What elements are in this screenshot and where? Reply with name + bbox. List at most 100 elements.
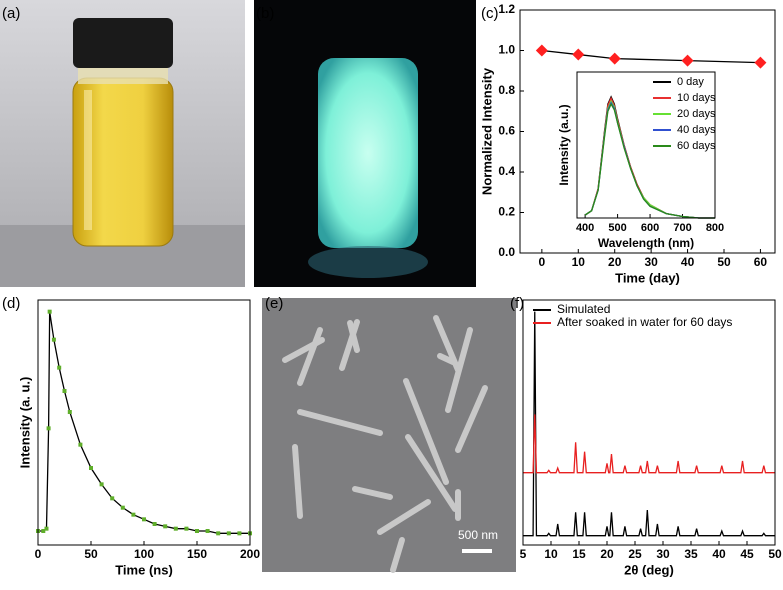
- x-tick-label: 25: [628, 547, 642, 561]
- marker: [120, 505, 125, 510]
- marker: [62, 389, 67, 393]
- panel-label: (e): [265, 295, 283, 312]
- x-tick-label: 500: [608, 222, 626, 234]
- panel-label: (f): [510, 295, 524, 312]
- plot-area: [584, 95, 715, 219]
- marker: [572, 48, 585, 61]
- x-tick-label: 30: [644, 255, 658, 269]
- legend-label: 20 days: [677, 108, 716, 120]
- marker: [535, 44, 548, 57]
- x-axis-label: Time (day): [615, 270, 680, 285]
- x-tick-label: 0: [539, 255, 546, 269]
- plot-area: [523, 311, 775, 537]
- x-tick-label: 20: [608, 255, 622, 269]
- sem-image: [262, 298, 516, 573]
- inset-background: [577, 72, 715, 218]
- photo-vial-uv: [254, 0, 476, 287]
- x-tick-label: 40: [681, 255, 695, 269]
- legend-label: 0 day: [677, 76, 704, 88]
- panel-label: (a): [2, 5, 20, 22]
- y-axis-label: Normalized Intensity: [479, 67, 494, 195]
- marker: [110, 496, 115, 501]
- marker: [163, 524, 168, 529]
- x-tick-label: 200: [240, 547, 260, 561]
- axes-frame: [522, 299, 776, 546]
- x-tick-label: 50: [717, 255, 731, 269]
- scale-bar-label: 500 nm: [458, 528, 498, 542]
- y-axis-label: Intensity (a.u.): [557, 104, 571, 185]
- y-tick-label: 0.8: [498, 83, 515, 97]
- marker: [46, 426, 51, 431]
- x-tick-label: 35: [684, 547, 698, 561]
- x-tick-label: 5: [520, 547, 527, 561]
- x-tick-label: 700: [673, 222, 691, 234]
- marker: [608, 52, 621, 65]
- x-tick-label: 45: [740, 547, 754, 561]
- x-tick-label: 40: [712, 547, 726, 561]
- series-line: [38, 311, 250, 534]
- legend-label: Simulated: [557, 302, 610, 316]
- x-tick-label: 600: [641, 222, 659, 234]
- legend-label: After soaked in water for 60 days: [557, 315, 732, 329]
- marker: [78, 442, 83, 447]
- marker: [51, 337, 56, 342]
- series-line: [584, 102, 715, 219]
- marker: [216, 531, 221, 536]
- marker: [226, 531, 231, 536]
- marker: [681, 54, 694, 67]
- plot-area: [36, 309, 252, 536]
- marker: [44, 526, 49, 531]
- marker: [41, 529, 46, 533]
- x-tick-label: 150: [187, 547, 207, 561]
- marker: [57, 365, 62, 370]
- marker: [142, 517, 146, 522]
- x-axis-label: Time (ns): [115, 562, 173, 577]
- x-tick-label: 0: [35, 547, 42, 561]
- plot-area: [535, 44, 767, 69]
- series-line: [523, 414, 775, 474]
- panel-label: (b): [256, 5, 274, 22]
- y-tick-label: 0.0: [498, 245, 515, 259]
- x-tick-label: 400: [576, 222, 594, 234]
- x-tick-label: 20: [600, 547, 614, 561]
- marker: [131, 512, 136, 517]
- x-tick-label: 10: [572, 255, 586, 269]
- x-axis-label: 2θ (deg): [624, 562, 674, 577]
- x-tick-label: 10: [544, 547, 558, 561]
- x-tick-label: 800: [706, 222, 724, 234]
- axes-frame: [519, 9, 776, 254]
- marker: [67, 410, 72, 414]
- y-axis-label: Intensity (a. u.): [17, 377, 32, 469]
- y-tick-label: 0.6: [498, 124, 515, 138]
- y-tick-label: 1.2: [498, 2, 515, 16]
- x-tick-label: 100: [134, 547, 154, 561]
- series-line: [523, 311, 775, 537]
- marker: [195, 529, 199, 533]
- marker: [754, 56, 767, 69]
- x-tick-label: 30: [656, 547, 670, 561]
- legend-label: 60 days: [677, 140, 716, 152]
- marker: [99, 482, 104, 487]
- axes-frame: [576, 71, 716, 219]
- photo-vial-daylight: [0, 0, 245, 287]
- y-tick-label: 1.0: [498, 43, 515, 57]
- x-tick-label: 60: [754, 255, 768, 269]
- x-tick-label: 50: [84, 547, 98, 561]
- panel-label: (d): [2, 295, 20, 312]
- legend-label: 40 days: [677, 124, 716, 136]
- marker: [173, 526, 178, 531]
- marker: [89, 466, 93, 470]
- axes-frame: [37, 299, 251, 546]
- legend-label: 10 days: [677, 92, 716, 104]
- x-tick-label: 15: [572, 547, 586, 561]
- marker: [237, 531, 242, 536]
- marker: [184, 526, 189, 531]
- marker: [47, 309, 52, 314]
- x-axis-label: Wavelength (nm): [598, 236, 694, 250]
- x-tick-label: 50: [768, 547, 782, 561]
- y-tick-label: 0.4: [498, 164, 515, 178]
- y-tick-label: 0.2: [498, 205, 515, 219]
- marker: [152, 522, 157, 526]
